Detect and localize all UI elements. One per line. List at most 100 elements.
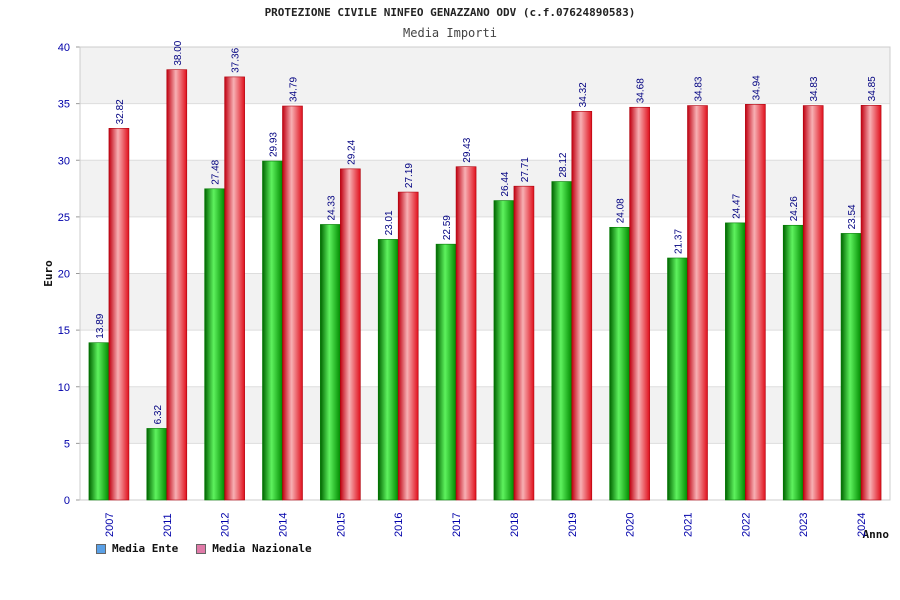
data-label: 28.12 [558, 152, 569, 177]
bar-media-ente [667, 257, 688, 501]
data-label: 24.08 [616, 198, 627, 223]
x-tick-label: 2021 [683, 513, 695, 537]
data-label: 29.43 [462, 137, 473, 162]
bar-media-ente [435, 243, 457, 501]
bar-media-ente [88, 342, 110, 501]
bar-media-ente [377, 239, 399, 501]
data-label: 37.36 [231, 47, 242, 72]
bar-media-nazionale [629, 106, 650, 501]
data-label: 13.89 [95, 313, 106, 338]
data-label: 32.82 [115, 99, 126, 124]
bar-media-ente [840, 233, 862, 501]
legend-item-ente: Media Ente [96, 542, 178, 555]
data-label: 34.83 [809, 76, 820, 101]
x-tick-label: 2014 [278, 513, 290, 537]
data-label: 29.93 [269, 132, 280, 157]
data-label: 23.54 [847, 204, 858, 229]
data-label: 21.37 [674, 229, 685, 254]
bar-media-nazionale [397, 191, 419, 501]
plot-band [80, 386, 890, 444]
data-label: 24.26 [789, 196, 800, 221]
x-tick-label: 2023 [798, 513, 810, 537]
data-label: 22.59 [442, 215, 453, 240]
bar-media-ente [262, 160, 283, 501]
bar-media-ente [725, 222, 746, 501]
legend-swatch-ente [96, 543, 106, 554]
y-tick-label: 20 [58, 269, 70, 281]
legend: Media Ente Media Nazionale [96, 542, 312, 555]
bar-media-nazionale [108, 128, 130, 501]
x-tick-label: 2024 [856, 513, 868, 537]
y-tick-label: 25 [58, 212, 70, 224]
x-tick-label: 2012 [220, 513, 232, 537]
data-label: 6.32 [153, 405, 164, 425]
plot-band [80, 47, 890, 104]
chart-subtitle: Media Importi [403, 26, 497, 40]
x-tick-label: 2019 [567, 513, 579, 537]
legend-swatch-nazionale [196, 543, 207, 554]
data-label: 27.19 [404, 163, 415, 188]
bar-media-nazionale [802, 105, 824, 501]
x-tick-label: 2022 [740, 513, 752, 537]
y-axis-label: Euro [42, 260, 55, 287]
plot-band [80, 330, 890, 387]
data-label: 24.33 [326, 195, 337, 220]
y-tick-label: 15 [58, 325, 70, 337]
data-label: 34.68 [636, 78, 647, 103]
data-label: 26.44 [500, 171, 511, 196]
x-tick-label: 2011 [162, 513, 174, 537]
data-label: 29.24 [346, 139, 357, 164]
bar-media-nazionale [571, 111, 593, 501]
bar-media-nazionale [224, 76, 245, 501]
bar-media-nazionale [455, 166, 477, 501]
data-label: 34.79 [289, 77, 300, 102]
legend-item-nazionale: Media Nazionale [196, 542, 312, 555]
plot-band [80, 160, 890, 217]
bar-media-ente [493, 200, 515, 501]
legend-label-ente: Media Ente [112, 542, 179, 555]
y-tick-label: 0 [64, 495, 70, 507]
x-tick-label: 2007 [104, 513, 116, 537]
bar-media-nazionale [282, 105, 303, 501]
bar-media-ente [551, 181, 573, 501]
bar-media-ente [320, 224, 341, 501]
data-label: 34.85 [867, 76, 878, 101]
x-tick-label: 2015 [335, 513, 347, 537]
bar-media-ente [609, 226, 630, 501]
bar-media-ente [204, 188, 225, 501]
x-tick-label: 2020 [625, 513, 637, 537]
data-label: 34.94 [751, 75, 762, 100]
data-label: 34.83 [694, 76, 705, 101]
plot-band [80, 273, 890, 331]
chart-title: PROTEZIONE CIVILE NINFEO GENAZZANO ODV (… [264, 6, 636, 19]
data-label: 27.71 [520, 157, 531, 182]
data-label: 23.01 [384, 210, 395, 235]
plot-band [80, 103, 890, 161]
bar-media-nazionale [745, 104, 766, 501]
x-tick-label: 2017 [451, 513, 463, 537]
data-label: 24.47 [731, 193, 742, 218]
legend-label-nazionale: Media Nazionale [212, 542, 312, 555]
plot-frame [79, 46, 891, 501]
bar-media-ente [146, 428, 168, 501]
y-tick-label: 30 [58, 155, 70, 167]
bar-media-nazionale [860, 105, 882, 501]
y-tick-label: 10 [58, 382, 70, 394]
x-axis-label: Anno [863, 528, 890, 541]
y-tick-label: 35 [58, 99, 70, 111]
plot-band [80, 216, 890, 274]
x-tick-label: 2018 [509, 513, 521, 537]
plot-band [80, 443, 890, 500]
x-tick-label: 2016 [393, 513, 405, 537]
bar-media-ente [782, 224, 804, 501]
data-label: 27.48 [211, 159, 222, 184]
bar-media-nazionale [166, 69, 188, 501]
data-label: 38.00 [173, 40, 184, 65]
bar-media-nazionale [513, 185, 535, 501]
data-label: 34.32 [578, 82, 589, 107]
bar-media-nazionale [340, 168, 361, 501]
y-tick-label: 5 [64, 438, 70, 450]
bar-media-nazionale [687, 105, 708, 501]
y-tick-label: 40 [58, 42, 70, 54]
